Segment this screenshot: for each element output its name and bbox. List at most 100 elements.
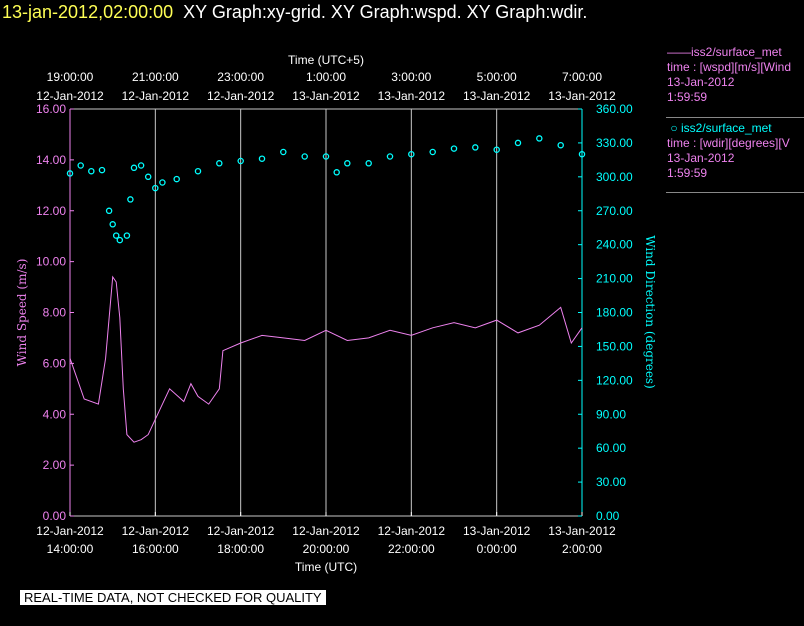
y-right-tick-label: 360.00	[596, 102, 633, 116]
wdir-point	[123, 232, 131, 239]
quality-disclaimer: REAL-TIME DATA, NOT CHECKED FOR QUALITY	[20, 590, 326, 605]
x-tick-label-time: 2:00:00	[562, 542, 602, 556]
y-right-tick-label: 90.00	[596, 407, 626, 421]
y-left-tick-label: 10.00	[36, 255, 66, 269]
x-top-tick-label-date: 12-Jan-2012	[122, 89, 190, 103]
x-top-tick-label-time: 7:00:00	[562, 70, 602, 84]
x-top-tick-label-time: 1:00:00	[306, 70, 346, 84]
x-tick-label-date: 13-Jan-2012	[548, 524, 616, 538]
y-left-tick-label: 0.00	[43, 509, 67, 523]
y-left-tick-label: 4.00	[43, 407, 67, 421]
title-timestamp: 13-jan-2012,02:00:00	[2, 2, 174, 22]
title-graphs: XY Graph:xy-grid. XY Graph:wspd. XY Grap…	[183, 2, 588, 22]
legend-divider	[666, 192, 804, 193]
x-top-tick-label-time: 5:00:00	[477, 70, 517, 84]
x-tick-label-date: 13-Jan-2012	[463, 524, 531, 538]
page-title: 13-jan-2012,02:00:00 XY Graph:xy-grid. X…	[2, 2, 587, 22]
wdir-point	[429, 148, 436, 156]
y-right-tick-label: 210.00	[596, 272, 633, 286]
x-tick-label-date: 12-Jan-2012	[36, 524, 104, 538]
y-right-tick-label: 180.00	[596, 306, 633, 320]
wdir-point	[301, 153, 308, 160]
y-right-tick-label: 270.00	[596, 204, 633, 218]
y-left-axis-label: Wind Speed (m/s)	[15, 259, 29, 367]
y-right-axis-label: Wind Direction (degrees)	[643, 235, 657, 389]
legend-circle-marker: ○	[670, 121, 678, 135]
wdir-point	[258, 155, 266, 162]
legend-time: 1:59:59	[667, 90, 708, 104]
wdir-point	[112, 232, 120, 239]
wdir-point	[77, 162, 84, 169]
wdir-point	[344, 160, 351, 167]
legend-line-marker: ——	[667, 45, 691, 59]
x-top-tick-label-time: 21:00:00	[132, 70, 179, 84]
wdir-point	[116, 236, 124, 244]
y-left-tick-label: 14.00	[36, 153, 66, 167]
wdir-point	[159, 179, 166, 186]
x-top-tick-label-time: 23:00:00	[217, 70, 264, 84]
wdir-point	[450, 145, 458, 152]
wdir-point	[408, 150, 415, 158]
y-left-tick-label: 12.00	[36, 204, 66, 218]
wdir-point	[216, 160, 223, 167]
x-top-tick-label-date: 13-Jan-2012	[463, 89, 531, 103]
x-top-tick-label-date: 13-Jan-2012	[292, 89, 360, 103]
wdir-point	[127, 196, 134, 203]
x-top-tick-label-time: 3:00:00	[391, 70, 431, 84]
wdir-point	[578, 150, 586, 158]
y-right-tick-label: 300.00	[596, 170, 633, 184]
x-top-tick-label-date: 13-Jan-2012	[548, 89, 616, 103]
y-left-tick-label: 8.00	[43, 306, 67, 320]
y-right-tick-label: 120.00	[596, 373, 633, 387]
wdir-point	[557, 141, 564, 149]
wdir-point	[152, 184, 159, 192]
x-tick-label-time: 20:00:00	[303, 542, 350, 556]
wdir-point	[280, 148, 287, 156]
wdir-point	[194, 167, 202, 175]
y-right-tick-label: 60.00	[596, 441, 626, 455]
legend-field: time : [wspd][m/s][Wind	[667, 60, 792, 74]
y-left-tick-label: 16.00	[36, 102, 66, 116]
wdir-point	[536, 135, 543, 142]
wdir-point	[237, 157, 244, 165]
legend-date: 13-Jan-2012	[667, 151, 735, 165]
y-right-tick-label: 30.00	[596, 475, 626, 489]
x-top-tick-label-time: 19:00:00	[47, 70, 94, 84]
wdir-point	[130, 164, 138, 172]
wdir-point	[365, 160, 372, 167]
legend-date: 13-Jan-2012	[667, 75, 735, 89]
wdir-point	[144, 173, 152, 181]
y-right-tick-label: 240.00	[596, 238, 633, 252]
y-right-tick-label: 150.00	[596, 339, 633, 353]
legend-wspd[interactable]: ——iss2/surface_met time : [wspd][m/s][Wi…	[667, 45, 804, 105]
wdir-point	[493, 146, 500, 153]
x-top-tick-label-date: 12-Jan-2012	[36, 89, 104, 103]
wdir-point	[109, 221, 116, 228]
wspd-series-line	[69, 275, 583, 443]
x-tick-label-time: 0:00:00	[477, 542, 517, 556]
y-right-tick-label: 330.00	[596, 136, 633, 150]
wdir-point	[66, 170, 74, 177]
legend-divider	[666, 117, 804, 118]
x-tick-label-date: 12-Jan-2012	[378, 524, 446, 538]
y-right-tick-label: 0.00	[596, 509, 620, 523]
legend-series-name: iss2/surface_met	[691, 45, 782, 59]
x-tick-label-time: 18:00:00	[217, 542, 264, 556]
wdir-point	[386, 153, 394, 160]
wdir-point	[105, 207, 113, 215]
wdir-point	[98, 166, 106, 174]
wdir-point	[322, 153, 330, 160]
x-top-axis-label: Time (UTC+5)	[288, 53, 364, 67]
wdir-point	[173, 175, 180, 183]
wdir-point	[88, 167, 95, 175]
wdir-point	[333, 169, 340, 176]
wdir-point	[514, 139, 522, 147]
legend-series-name: iss2/surface_met	[680, 121, 772, 135]
y-left-tick-label: 6.00	[43, 356, 67, 370]
legend-wdir[interactable]: ○ iss2/surface_met time : [wdir][degrees…	[667, 121, 804, 181]
legend-field: time : [wdir][degrees][V	[667, 136, 790, 150]
x-top-tick-label-date: 12-Jan-2012	[207, 89, 275, 103]
x-tick-label-time: 14:00:00	[47, 542, 94, 556]
legend-time: 1:59:59	[667, 166, 708, 180]
